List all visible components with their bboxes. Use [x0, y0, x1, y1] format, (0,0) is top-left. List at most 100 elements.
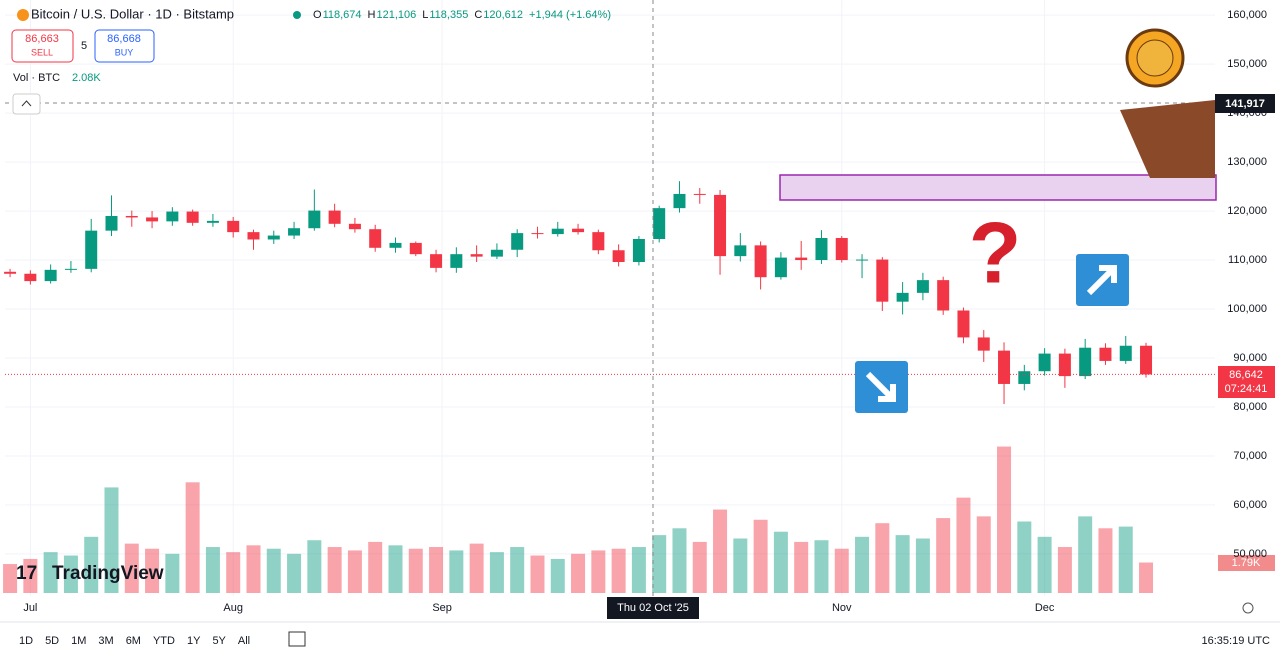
countdown: 07:24:41	[1225, 383, 1268, 395]
status-dot	[293, 11, 301, 19]
timeframe-button[interactable]: 1D	[19, 635, 33, 647]
candle-body	[592, 232, 605, 251]
volume-bar	[23, 558, 38, 593]
ohlc-value: 118,674	[323, 9, 362, 21]
volume-bar	[388, 545, 403, 593]
timeframe-button[interactable]: 5Y	[212, 635, 226, 647]
candle-body	[511, 233, 524, 250]
candle-body	[734, 245, 747, 257]
timeframe-button[interactable]: 6M	[126, 635, 141, 647]
timeframe-button[interactable]: YTD	[153, 635, 175, 647]
y-tick-label: 130,000	[1227, 156, 1267, 168]
volume-bar	[550, 558, 565, 593]
x-tick-label: Aug	[223, 602, 243, 614]
y-tick-label: 160,000	[1227, 9, 1267, 21]
candle-body	[4, 271, 17, 274]
ohlc-value: +1,944 (+1.64%)	[529, 9, 611, 21]
candle-body	[937, 280, 950, 311]
crosshair-date: Thu 02 Oct '25	[617, 602, 689, 614]
ohlc-value: 120,612	[483, 9, 523, 21]
x-tick-label: Jul	[23, 602, 37, 614]
ohlc-key: C	[474, 9, 482, 21]
collapse-button[interactable]	[12, 93, 41, 115]
ohlc-value: 121,106	[376, 9, 416, 21]
candle-body	[998, 350, 1011, 384]
y-tick-label: 120,000	[1227, 205, 1267, 217]
candle-body	[105, 215, 118, 231]
volume-bar	[185, 482, 200, 593]
volume-bar	[307, 540, 322, 593]
y-tick-label: 110,000	[1228, 254, 1267, 266]
candle-body	[653, 208, 666, 239]
volume-bar	[571, 553, 586, 593]
crosshair-date-box	[607, 597, 699, 619]
crosshair-price: 141,917	[1225, 98, 1265, 110]
volume-bar	[713, 509, 728, 593]
volume-value: 2.08K	[72, 72, 101, 84]
volume-bar	[631, 547, 646, 593]
volume-bar	[611, 548, 626, 593]
volume-bar	[672, 528, 687, 593]
x-tick-label: Nov	[832, 602, 852, 614]
timeframe-button[interactable]: All	[238, 635, 250, 647]
timeframe-button[interactable]: 1M	[71, 635, 86, 647]
volume-bar	[1098, 528, 1113, 593]
sell-button[interactable]	[11, 29, 74, 63]
volume-bar	[327, 547, 342, 593]
grid	[5, 0, 1215, 596]
arrow-up-glyph	[1086, 265, 1117, 296]
ohlc-value: 118,355	[429, 9, 468, 21]
sell-price: 86,663	[25, 33, 59, 45]
volume-bar	[287, 553, 302, 593]
toolbar: 1D 5D 1M 3M 6M YTD 1Y 5Y All	[19, 635, 250, 647]
y-tick-label: 150,000	[1227, 58, 1267, 70]
candle-body	[977, 337, 990, 351]
volume-label: Vol · BTC	[13, 72, 60, 84]
volume-bar	[1017, 521, 1032, 593]
buy-button[interactable]	[94, 29, 155, 63]
last-volume-box	[1218, 555, 1275, 571]
y-tick-label: 90,000	[1233, 352, 1267, 364]
date-range-icon[interactable]	[288, 631, 306, 647]
timeframe-button[interactable]: 5D	[45, 635, 59, 647]
y-tick-label: 140,000	[1227, 107, 1267, 119]
buy-label: BUY	[115, 47, 134, 57]
timeframe-button[interactable]: 1Y	[187, 635, 201, 647]
btc-icon	[17, 9, 29, 21]
candle-body	[957, 310, 970, 338]
clock: 16:35:19 UTC	[1202, 635, 1271, 647]
series	[3, 181, 1215, 593]
candle-body	[369, 229, 382, 248]
candle-body	[125, 215, 138, 218]
volume-bar	[104, 487, 119, 593]
volume-bar	[165, 553, 180, 593]
candle-body	[754, 245, 767, 278]
volume-bar	[449, 550, 464, 593]
candle-body	[1079, 347, 1092, 377]
candle-body	[267, 235, 280, 240]
candle-body	[612, 250, 625, 263]
candle-body	[470, 254, 483, 257]
volume-bar	[530, 555, 545, 593]
volume-bar	[976, 516, 991, 593]
candle-body	[227, 220, 240, 233]
candle-body	[876, 259, 889, 302]
timeframe-button[interactable]: 3M	[98, 635, 113, 647]
settings-icon[interactable]	[1242, 602, 1254, 614]
candle-body	[1018, 371, 1031, 384]
volume-bar	[936, 518, 951, 593]
volume-bar	[226, 552, 241, 593]
candle-body	[166, 211, 179, 222]
volume-bar	[692, 541, 707, 593]
candle-body	[389, 242, 402, 248]
volume-bar	[84, 536, 99, 593]
volume-bar	[591, 550, 606, 593]
volume-bar	[347, 550, 362, 593]
candle-body	[572, 228, 585, 233]
candle-body	[490, 249, 503, 257]
volume-bar	[408, 548, 423, 593]
candle-body	[896, 292, 909, 302]
spread: 5	[81, 40, 87, 52]
y-tick-label: 70,000	[1233, 450, 1267, 462]
